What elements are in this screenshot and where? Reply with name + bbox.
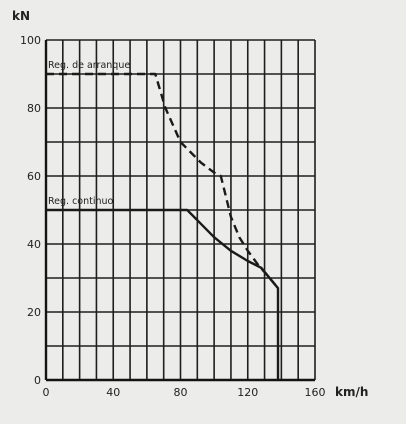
- x-tick-label: 160: [305, 386, 326, 399]
- series-label-continuo: Reg. continuo: [48, 196, 114, 207]
- x-tick-label: 0: [43, 386, 50, 399]
- y-tick-label: 80: [27, 102, 41, 115]
- chart-series-layer: [46, 72, 280, 380]
- x-tick-label: 120: [237, 386, 258, 399]
- chart-grid: [46, 39, 316, 380]
- x-tick-label: 80: [174, 386, 188, 399]
- series-line-continuo: [46, 208, 280, 380]
- y-axis-unit: kN: [12, 9, 30, 23]
- y-tick-label: 40: [27, 238, 41, 251]
- x-tick-label: 40: [106, 386, 120, 399]
- y-tick-label: 20: [27, 306, 41, 319]
- y-tick-label: 60: [27, 170, 41, 183]
- x-axis-unit: km/h: [335, 385, 368, 399]
- series-line-arranque: [46, 72, 279, 289]
- y-tick-label: 100: [20, 34, 41, 47]
- series-label-arranque: Reg. de arranque: [48, 60, 130, 71]
- chart-tick-labels: 0 20 40 60 80 100 0 40 80 120 160: [20, 34, 326, 399]
- y-tick-label: 0: [34, 374, 41, 387]
